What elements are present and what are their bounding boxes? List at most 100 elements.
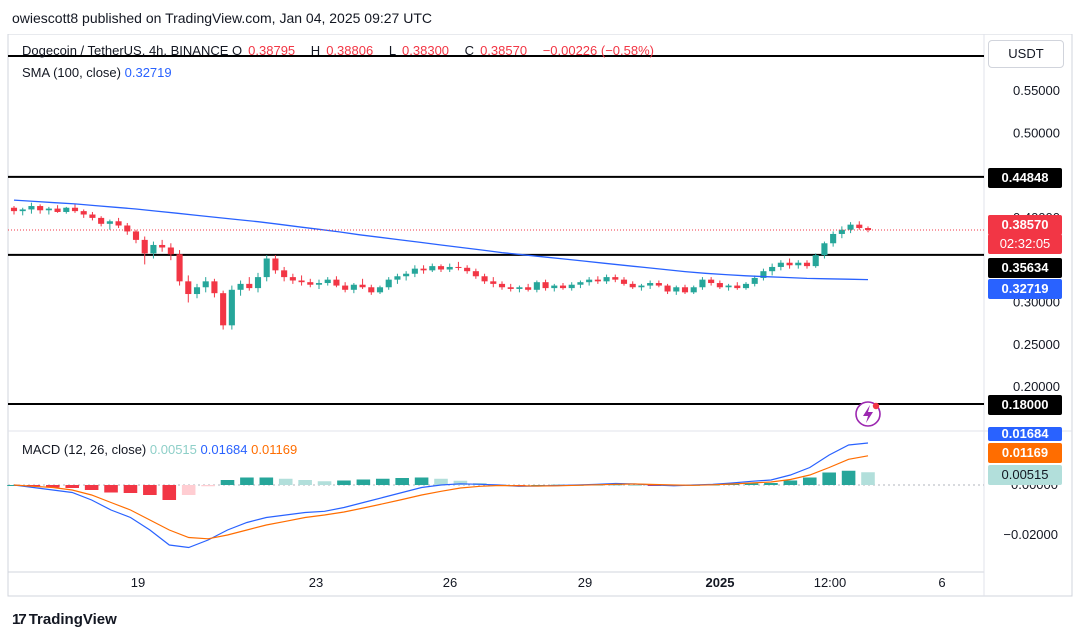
candle-body — [716, 283, 723, 288]
chart-canvas[interactable]: 0.550000.500000.400000.300000.250000.200… — [0, 34, 1080, 598]
candle-body — [725, 285, 732, 288]
horizontal-levels — [8, 55, 984, 405]
candle-body — [385, 279, 392, 288]
candle-body — [525, 287, 532, 290]
candle-body — [350, 284, 357, 290]
histogram-bar — [764, 483, 778, 485]
candle-body — [638, 285, 645, 288]
tradingview-logo[interactable]: 17 TradingView — [12, 611, 117, 628]
macd-line-value: 0.01684 — [200, 442, 248, 457]
macd-line — [13, 442, 869, 549]
candle-body — [803, 262, 811, 267]
publish-header: owiescott8 published on TradingView.com,… — [12, 10, 432, 26]
symbol-title: Dogecoin / TetherUS, 4h, BINANCE — [22, 43, 229, 58]
histogram-bar — [143, 485, 157, 495]
level-mid-tag: 0.35634 — [988, 258, 1062, 278]
price-tick-label: 0.25000 — [1013, 337, 1060, 352]
symbol-legend[interactable]: Dogecoin / TetherUS, 4h, BINANCE O 0.3879… — [22, 43, 660, 58]
candle-body — [847, 224, 854, 230]
candle-body — [324, 279, 331, 284]
candle-body — [342, 285, 349, 290]
candle-body — [37, 206, 44, 211]
histogram-bar — [26, 485, 41, 487]
candle-body — [333, 279, 340, 286]
candle-body — [228, 289, 235, 326]
candle-body — [777, 262, 784, 267]
histogram-bar — [162, 485, 177, 500]
histogram-bar — [220, 480, 235, 485]
candle-body — [568, 284, 575, 289]
candle-body — [498, 283, 506, 288]
sma-value-tag: 0.32719 — [988, 279, 1062, 299]
candle-body — [28, 206, 35, 210]
candle-body — [481, 276, 488, 282]
candle-body — [98, 217, 105, 224]
candle-body — [359, 284, 366, 288]
candle-body — [394, 276, 401, 280]
macd-tick-label: −0.02000 — [1003, 527, 1058, 542]
candle-body — [673, 287, 680, 292]
price-tick-label: 0.50000 — [1013, 125, 1060, 140]
histogram-bar — [317, 481, 332, 485]
ohlc-values: O 0.38795 H 0.38806 L 0.38300 C 0.38570 −0.0… — [232, 43, 654, 58]
histogram-bar — [628, 485, 642, 486]
histogram-bar — [861, 472, 875, 485]
candle-body — [533, 282, 540, 290]
candle-body — [542, 282, 549, 289]
histogram-bar — [123, 485, 138, 493]
candle-body — [71, 207, 79, 212]
candle-body — [124, 225, 131, 232]
candle-body — [315, 283, 323, 285]
time-axis[interactable]: 19 23 26 29 2025 12:00 6 — [131, 575, 946, 590]
candle-body — [446, 266, 453, 270]
histogram-bar — [453, 480, 468, 485]
candle-body — [63, 207, 70, 212]
candle-body — [115, 221, 122, 226]
candle-body — [490, 281, 497, 284]
lightning-alert-icon[interactable] — [855, 401, 881, 427]
histogram-bar — [337, 480, 351, 485]
candle-body — [54, 208, 61, 212]
candle-body — [263, 258, 270, 278]
candle-body — [864, 228, 872, 230]
candle-body — [559, 285, 567, 289]
candle-body — [577, 282, 584, 285]
candle-body — [307, 282, 314, 285]
brand-name: TradingView — [28, 611, 117, 628]
histogram-bar — [298, 480, 312, 485]
candle-body — [856, 224, 863, 229]
candle-body — [185, 281, 192, 295]
candle-body — [167, 247, 174, 255]
countdown-tag: 02:32:05 — [988, 234, 1062, 254]
candle-body — [594, 279, 601, 282]
macd-hist-value: 0.00515 — [149, 442, 197, 457]
candle-body — [655, 283, 662, 286]
candle-body — [10, 207, 18, 212]
histogram-bar — [783, 480, 798, 485]
candlestick-series — [10, 202, 872, 330]
histogram-bar — [65, 485, 80, 488]
currency-button[interactable]: USDT — [988, 40, 1064, 68]
sma-legend[interactable]: SMA (100, close) 0.32719 — [22, 65, 172, 80]
candle-body — [769, 266, 776, 272]
price-tick-label: 0.55000 — [1013, 83, 1060, 98]
chart-frame — [7, 34, 1073, 597]
candle-body — [708, 279, 715, 284]
histogram-bar — [802, 477, 817, 485]
candle-body — [516, 287, 523, 289]
macd-legend[interactable]: MACD (12, 26, close) 0.00515 0.01684 0.0… — [22, 442, 297, 457]
macd-histogram — [7, 470, 875, 500]
histogram-bar — [278, 478, 293, 485]
candle-body — [751, 277, 758, 284]
candle-body — [150, 244, 157, 254]
candle-body — [629, 283, 636, 288]
candle-body — [411, 268, 418, 274]
level-low-tag: 0.18000 — [988, 395, 1062, 415]
candle-body — [89, 214, 96, 218]
candle-body — [281, 270, 288, 278]
candle-body — [472, 271, 479, 277]
time-tick-label: 23 — [309, 575, 323, 590]
candle-body — [603, 277, 610, 282]
histogram-bar — [414, 477, 429, 485]
